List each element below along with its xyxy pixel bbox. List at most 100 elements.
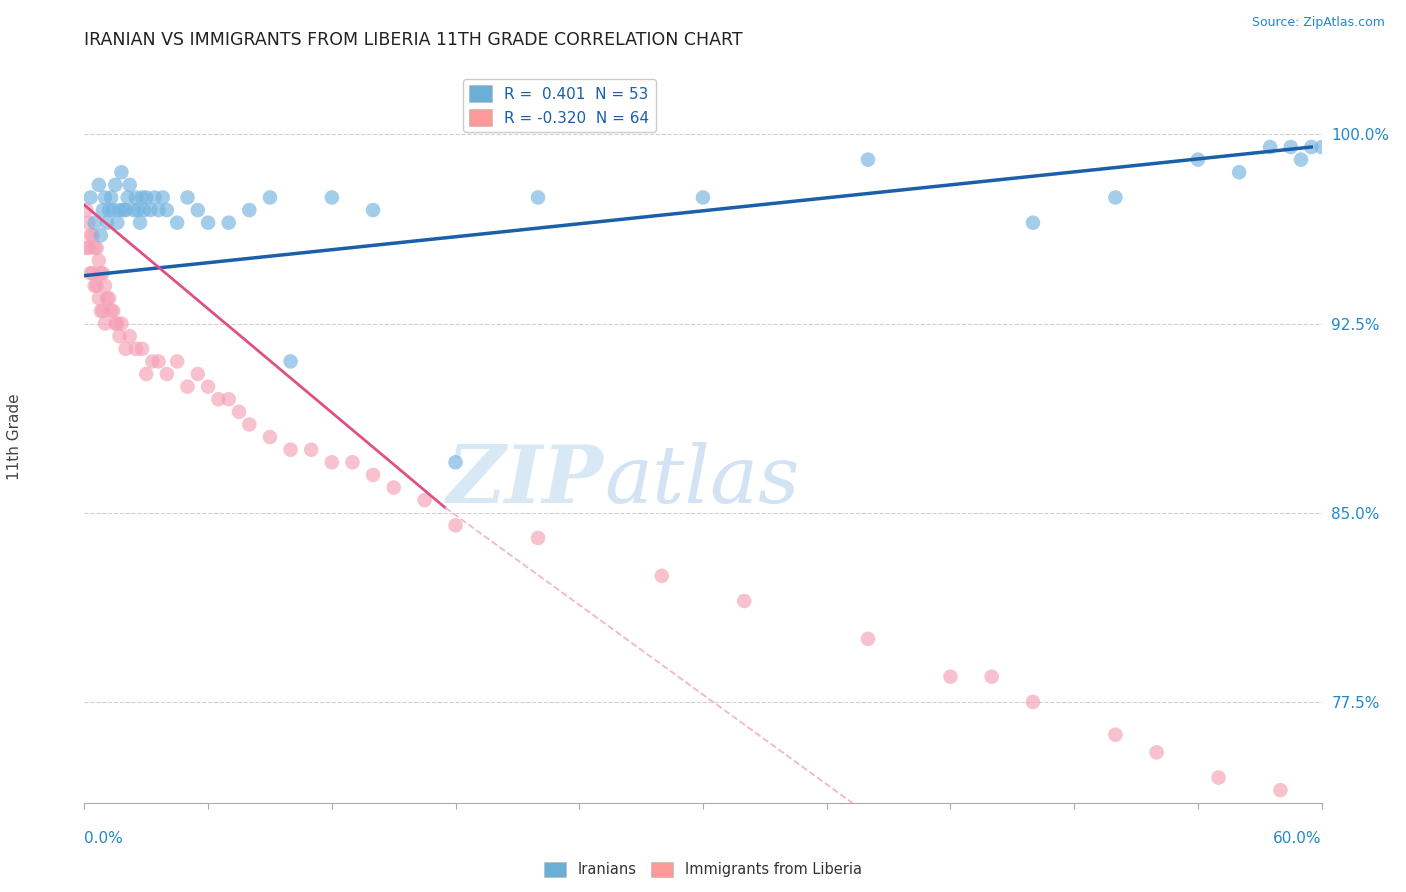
- Point: [156, 203, 179, 218]
- Point: [118, 178, 141, 192]
- Point: [122, 203, 145, 218]
- Point: [82, 266, 104, 280]
- Point: [692, 190, 714, 204]
- Point: [86, 278, 108, 293]
- Point: [280, 442, 302, 457]
- Point: [444, 455, 467, 469]
- Point: [100, 190, 122, 204]
- Point: [1022, 216, 1045, 230]
- Point: [96, 291, 118, 305]
- Point: [856, 153, 879, 167]
- Point: [152, 190, 174, 204]
- Point: [321, 190, 343, 204]
- Point: [100, 304, 122, 318]
- Point: [131, 342, 153, 356]
- Point: [108, 329, 131, 343]
- Point: [75, 203, 97, 218]
- Point: [91, 304, 114, 318]
- Point: [176, 379, 198, 393]
- Text: Source: ZipAtlas.com: Source: ZipAtlas.com: [1251, 16, 1385, 29]
- Point: [90, 266, 112, 280]
- Point: [218, 392, 240, 407]
- Point: [527, 190, 550, 204]
- Point: [129, 216, 152, 230]
- Text: 11th Grade: 11th Grade: [7, 393, 22, 481]
- Point: [110, 317, 132, 331]
- Point: [105, 216, 128, 230]
- Point: [1187, 153, 1209, 167]
- Point: [135, 367, 157, 381]
- Point: [110, 165, 132, 179]
- Point: [127, 203, 149, 218]
- Point: [238, 203, 260, 218]
- Point: [651, 569, 673, 583]
- Point: [361, 467, 384, 482]
- Point: [117, 190, 139, 204]
- Point: [103, 203, 125, 218]
- Point: [114, 203, 136, 218]
- Point: [135, 190, 157, 204]
- Point: [77, 241, 100, 255]
- Point: [87, 291, 110, 305]
- Point: [82, 228, 104, 243]
- Point: [1146, 745, 1168, 759]
- Point: [259, 190, 281, 204]
- Point: [103, 304, 125, 318]
- Point: [87, 178, 110, 192]
- Point: [1270, 783, 1292, 797]
- Point: [166, 354, 188, 368]
- Point: [299, 442, 322, 457]
- Point: [94, 278, 117, 293]
- Point: [1289, 153, 1312, 167]
- Point: [413, 493, 436, 508]
- Point: [148, 354, 170, 368]
- Point: [1279, 140, 1302, 154]
- Point: [79, 228, 101, 243]
- Point: [176, 190, 198, 204]
- Point: [1104, 190, 1126, 204]
- Point: [382, 481, 405, 495]
- Point: [1258, 140, 1281, 154]
- Point: [1227, 165, 1250, 179]
- Point: [187, 367, 209, 381]
- Point: [98, 291, 121, 305]
- Point: [83, 216, 105, 230]
- Point: [733, 594, 755, 608]
- Point: [197, 379, 219, 393]
- Point: [141, 354, 163, 368]
- Point: [1310, 140, 1333, 154]
- Point: [280, 354, 302, 368]
- Point: [125, 342, 148, 356]
- Point: [856, 632, 879, 646]
- Point: [77, 216, 100, 230]
- Point: [96, 216, 118, 230]
- Text: 60.0%: 60.0%: [1274, 831, 1322, 846]
- Point: [131, 190, 153, 204]
- Point: [259, 430, 281, 444]
- Point: [75, 241, 97, 255]
- Point: [444, 518, 467, 533]
- Point: [228, 405, 250, 419]
- Point: [342, 455, 364, 469]
- Point: [1208, 771, 1230, 785]
- Point: [148, 203, 170, 218]
- Point: [238, 417, 260, 432]
- Point: [527, 531, 550, 545]
- Point: [87, 253, 110, 268]
- Point: [218, 216, 240, 230]
- Text: ZIP: ZIP: [447, 442, 605, 520]
- Point: [86, 241, 108, 255]
- Point: [1022, 695, 1045, 709]
- Point: [90, 304, 112, 318]
- Point: [104, 317, 127, 331]
- Text: 0.0%: 0.0%: [84, 831, 124, 846]
- Point: [104, 178, 127, 192]
- Point: [125, 190, 148, 204]
- Point: [79, 266, 101, 280]
- Point: [166, 216, 188, 230]
- Point: [980, 670, 1002, 684]
- Point: [1104, 728, 1126, 742]
- Point: [197, 216, 219, 230]
- Point: [207, 392, 229, 407]
- Text: IRANIAN VS IMMIGRANTS FROM LIBERIA 11TH GRADE CORRELATION CHART: IRANIAN VS IMMIGRANTS FROM LIBERIA 11TH …: [84, 31, 742, 49]
